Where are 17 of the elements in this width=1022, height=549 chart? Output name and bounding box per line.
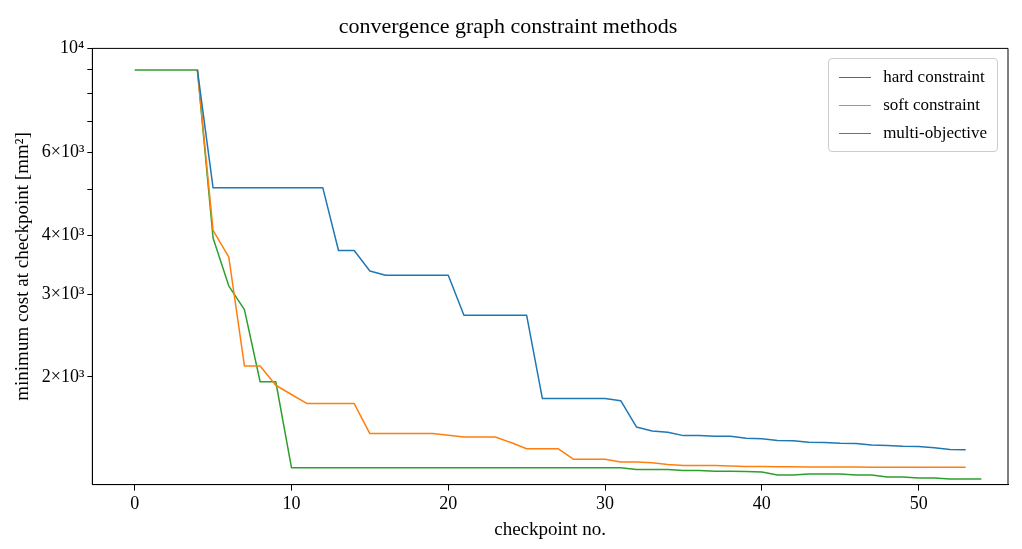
x-tick-label: 40: [752, 493, 771, 514]
y-tick-label: 4×10³: [41, 224, 85, 245]
y-tick-label: 6×10³: [41, 141, 85, 162]
y-tick-label: 2×10³: [41, 365, 85, 386]
x-axis-title: checkpoint no.: [494, 517, 607, 539]
y-tick-label: 10⁴: [60, 37, 85, 58]
legend-label: hard constraint: [883, 67, 985, 88]
x-tick-label: 30: [596, 493, 615, 514]
legend-label: multi-objective: [883, 123, 987, 144]
legend-label: soft constraint: [883, 95, 980, 116]
x-tick-label: 0: [130, 493, 140, 514]
x-tick-label: 20: [439, 493, 458, 514]
x-tick-label: 50: [909, 493, 928, 514]
chart-title: convergence graph constraint methods: [338, 12, 678, 38]
y-axis-title: minimum cost at checkpoint [mm²]: [11, 132, 33, 401]
y-tick-label: 3×10³: [41, 282, 85, 303]
x-tick-label: 10: [282, 493, 301, 514]
